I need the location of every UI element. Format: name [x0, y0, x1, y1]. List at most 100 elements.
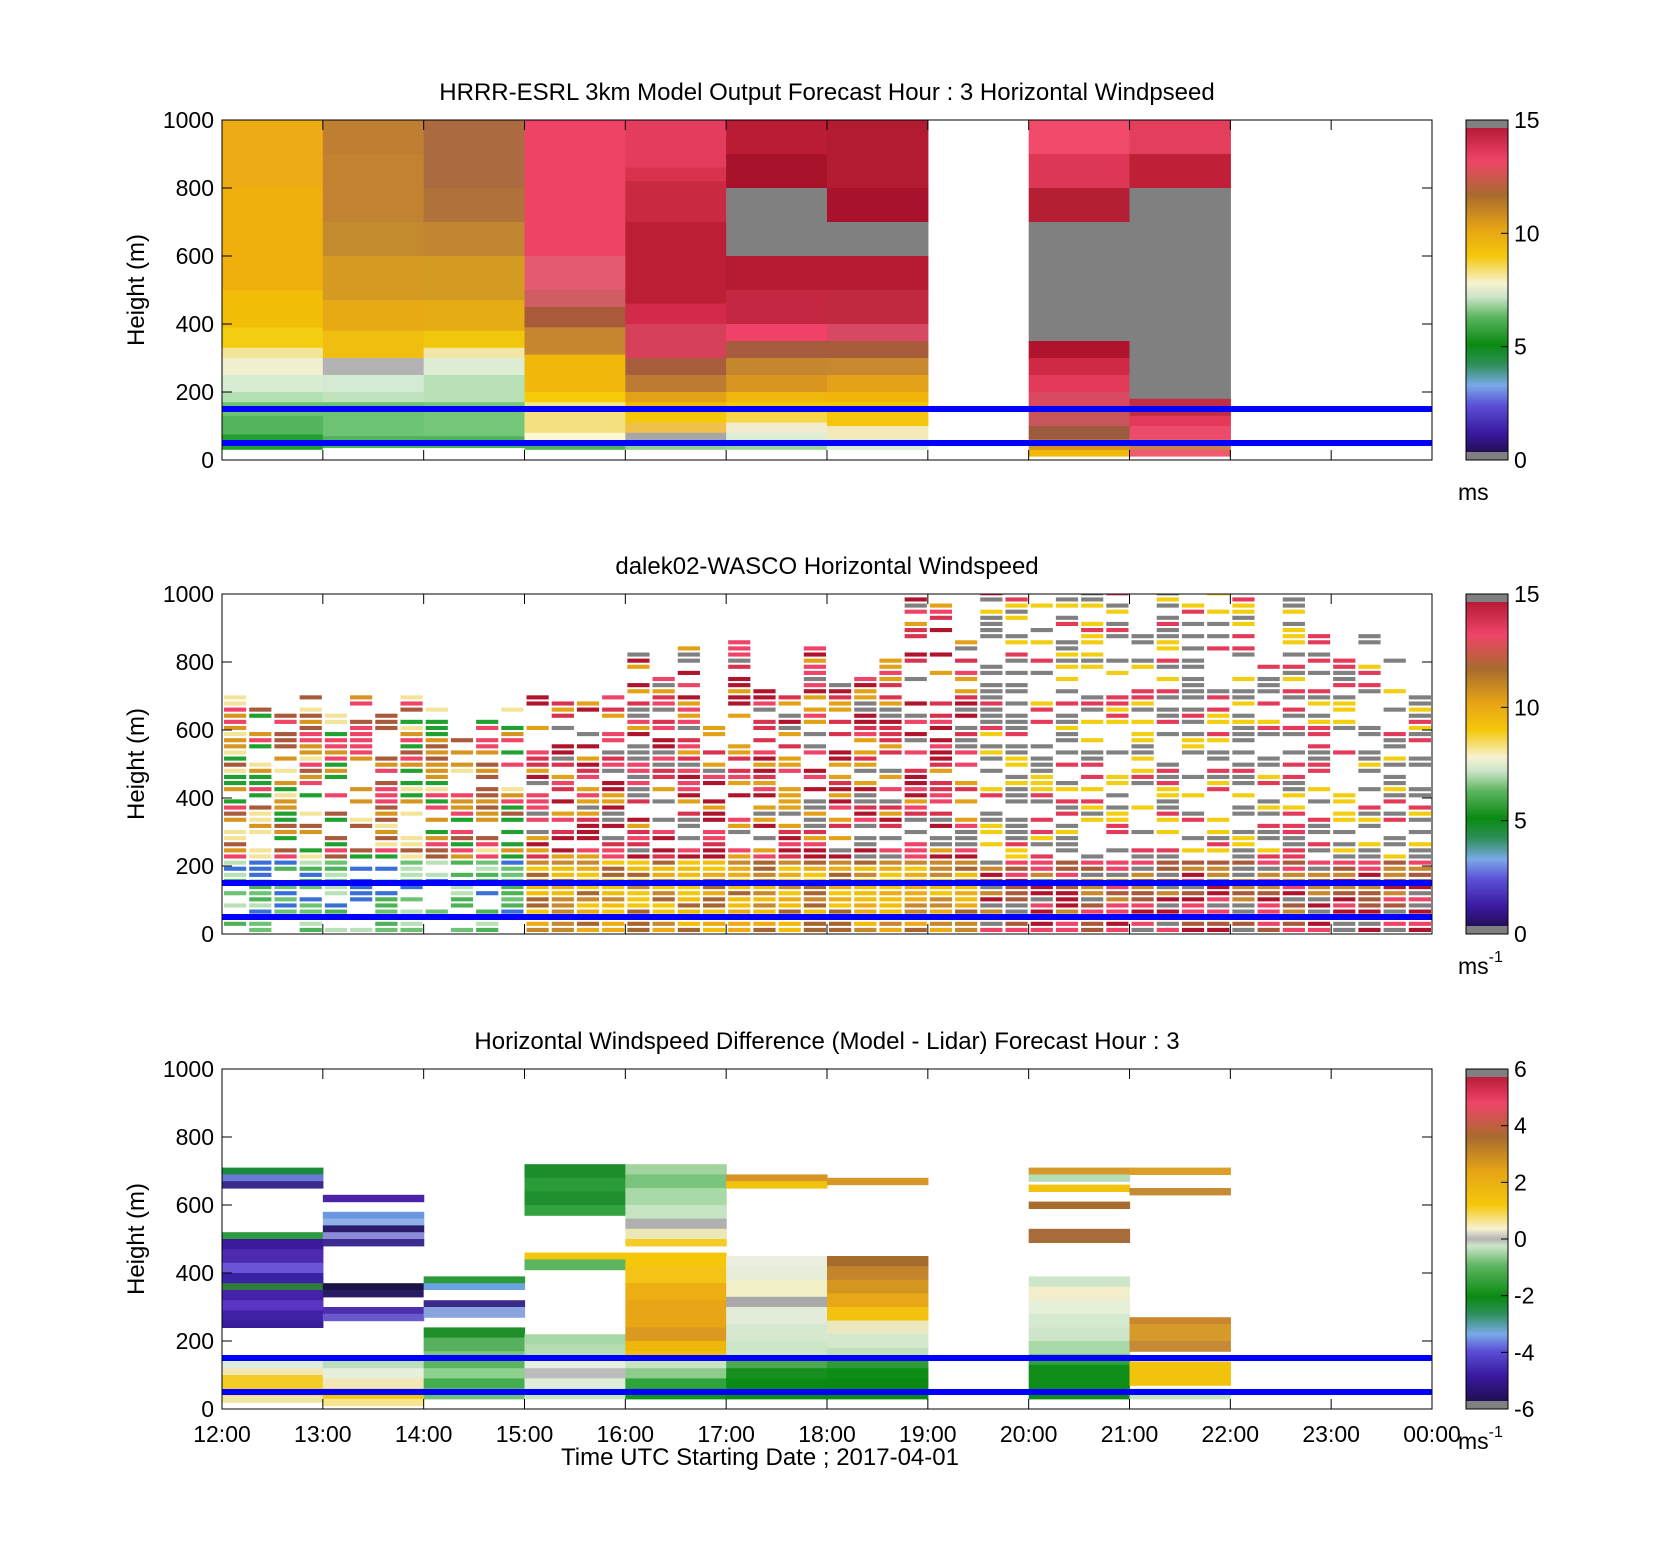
range-gate [526, 885, 549, 890]
heatmap-cell [1129, 120, 1231, 155]
range-gate [955, 927, 978, 932]
range-gate [652, 854, 675, 859]
range-gate [274, 793, 297, 798]
range-gate [1383, 836, 1406, 841]
range-gate [425, 817, 448, 822]
range-gate [929, 603, 953, 608]
heatmap-cell [827, 1307, 929, 1322]
range-gate [274, 781, 297, 786]
range-gate [476, 787, 499, 792]
range-gate [1282, 676, 1305, 682]
heatmap-cell [322, 120, 425, 155]
range-gate [1131, 707, 1154, 712]
range-gate [1207, 848, 1230, 853]
range-gate [450, 799, 474, 804]
range-gate [1383, 719, 1406, 724]
range-gate [1207, 768, 1230, 773]
range-gate [879, 848, 902, 853]
range-gate [299, 719, 322, 724]
heatmap-cell [1129, 1361, 1231, 1369]
range-gate [803, 817, 826, 822]
range-gate [728, 676, 751, 682]
range-gate [677, 774, 700, 779]
colorbar-under [1466, 926, 1508, 934]
heatmap-cell [726, 1279, 828, 1298]
range-gate [652, 744, 675, 749]
range-gate [677, 836, 700, 841]
range-gate [1055, 713, 1079, 718]
range-gate [526, 891, 549, 896]
range-gate [803, 719, 826, 724]
range-gate [1358, 787, 1381, 792]
range-gate [1106, 713, 1129, 718]
range-gate [677, 866, 700, 871]
range-gate [551, 836, 574, 841]
range-gate [224, 921, 247, 926]
range-gate [1333, 848, 1356, 853]
range-gate [1207, 860, 1230, 865]
range-gate [400, 695, 423, 700]
range-gate [1383, 762, 1406, 767]
range-gate [1156, 634, 1179, 639]
x-tick-label: 21:00 [1101, 1421, 1159, 1447]
range-gate [1358, 823, 1381, 828]
range-gate [425, 848, 448, 853]
range-gate [274, 848, 297, 853]
range-gate [476, 872, 499, 877]
range-gate [702, 891, 726, 896]
range-gate [1005, 842, 1028, 847]
range-gate [980, 640, 1003, 645]
range-gate [425, 719, 448, 724]
range-gate [274, 854, 297, 859]
range-gate [400, 793, 423, 798]
range-gate [1030, 609, 1053, 614]
range-gate [249, 805, 272, 810]
range-gate [1156, 646, 1179, 651]
range-gate [450, 836, 474, 841]
heatmap-cells [224, 594, 1431, 932]
range-gate [324, 909, 348, 914]
range-gate [854, 676, 877, 682]
range-gate [627, 891, 650, 896]
range-gate [1030, 781, 1053, 786]
range-gate [1131, 823, 1154, 828]
range-gate [753, 793, 776, 798]
heatmap-cell [322, 1239, 425, 1247]
range-gate [501, 750, 524, 755]
heatmap-cell [524, 1334, 626, 1345]
range-gate [1232, 848, 1255, 853]
range-gate [425, 909, 448, 914]
range-gate [1156, 793, 1179, 798]
range-gate [980, 725, 1003, 731]
range-gate [350, 891, 373, 896]
range-gate [1055, 860, 1079, 865]
range-gate [1257, 927, 1280, 932]
heatmap-cell [222, 1395, 324, 1403]
range-gate [627, 701, 650, 706]
range-gate [1156, 756, 1179, 761]
range-gate [501, 842, 524, 847]
range-gate [1333, 897, 1356, 902]
range-gate [702, 836, 726, 841]
range-gate [829, 909, 852, 914]
range-gate [1383, 921, 1406, 926]
heatmap-cell [1028, 1327, 1131, 1342]
heatmap-cell [625, 1368, 727, 1379]
range-gate [425, 921, 448, 926]
range-gate [879, 897, 902, 902]
range-gate [803, 842, 826, 847]
range-gate [1030, 885, 1053, 890]
range-gate [274, 787, 297, 792]
range-gate [1055, 646, 1079, 651]
range-gate [753, 762, 776, 767]
range-gate [1106, 927, 1129, 932]
range-gate [1358, 921, 1381, 926]
range-gate [829, 750, 852, 755]
range-gate [249, 866, 272, 871]
range-gate [1358, 872, 1381, 877]
range-gate [576, 927, 600, 932]
range-gate [1081, 909, 1104, 914]
range-gate [1081, 597, 1104, 602]
range-gate [1232, 909, 1255, 914]
range-gate [829, 903, 852, 908]
